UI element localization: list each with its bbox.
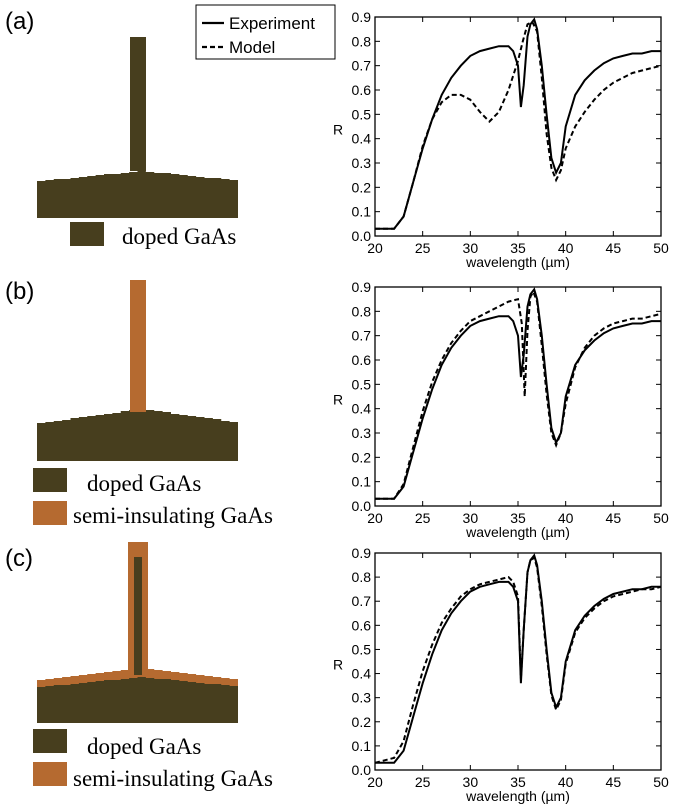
chart-a: 20 25 30 35 40 45 50 0.0 0.1 0.2 0.3 0.4 0.5 0.6 0.7 0.… [333,9,669,270]
substrate-slab [37,677,238,723]
x-tick-label: 25 [415,240,431,256]
x-tick-label: 35 [510,510,526,526]
x-axis-label: wavelength (µm) [465,524,570,540]
x-tick-label: 50 [653,510,669,526]
x-tick-label: 50 [653,240,669,256]
legend-text-doped: doped GaAs [87,471,202,496]
legend-swatch-semi [33,501,67,525]
y-tick-label: 0.8 [352,303,372,319]
y-axis-label: R [333,657,343,673]
legend-swatch-doped [70,222,104,246]
legend-swatch-semi [33,762,67,786]
chart-c: 20 25 30 35 40 45 50 0.0 0.1 0.2 0.3 0.4 0.5 0.6 0.7 0.… [333,545,669,804]
structure-a [37,37,238,218]
y-axis-label: R [333,122,343,138]
y-tick-label: 0.0 [352,228,372,244]
x-tick-label: 35 [510,774,526,790]
legend-swatch-doped [33,468,67,492]
substrate-slab [37,409,238,461]
x-tick-label: 50 [653,774,669,790]
legend-text-doped: doped GaAs [122,224,237,249]
x-tick-label: 40 [558,510,574,526]
y-tick-label: 0.7 [352,328,372,344]
y-tick-label: 0.6 [352,352,372,368]
chart-b: 20 25 30 35 40 45 50 0.0 0.1 0.2 0.3 0.4 0.5 0.6 0.7 0.… [333,279,669,540]
y-tick-label: 0.4 [352,131,372,147]
chart-legend-box [195,4,336,60]
y-tick-label: 0.5 [352,106,372,122]
x-axis-label: wavelength (µm) [465,254,570,270]
series-line-experiment [375,553,661,764]
y-tick-label: 0.9 [352,279,372,295]
y-tick-label: 0.5 [352,641,372,657]
y-tick-label: 0.3 [352,155,372,171]
legend-text-semi: semi-insulating GaAs [73,503,273,528]
legend-text-semi: semi-insulating GaAs [73,766,273,791]
series-line-model [374,556,662,764]
y-tick-label: 0.0 [352,762,372,778]
legend-label: Experiment [229,14,315,33]
y-tick-label: 0.4 [352,666,372,682]
y-tick-label: 0.8 [352,33,372,49]
x-tick-label: 45 [606,240,622,256]
x-tick-label: 20 [367,240,383,256]
x-tick-label: 40 [558,774,574,790]
y-tick-label: 0.2 [352,449,372,465]
y-tick-label: 0.6 [352,82,372,98]
y-tick-label: 0.2 [352,179,372,195]
series-line-model [375,289,662,500]
x-tick-label: 35 [510,240,526,256]
y-tick-label: 0.4 [352,401,372,417]
y-tick-label: 0.6 [352,617,372,633]
y-tick-label: 0.9 [352,545,372,561]
series-line-model [375,20,662,230]
plot-frame [374,16,662,237]
panel-label-c: (c) [5,545,33,572]
panel-label-a: (a) [5,8,35,35]
y-axis-label: R [333,392,343,408]
y-tick-label: 0.7 [352,593,372,609]
y-tick-label: 0.1 [352,204,372,220]
post [130,280,146,412]
post [130,37,146,171]
y-tick-label: 0.2 [352,714,372,730]
chart-legend: Experiment Model [195,4,336,60]
structure-b [37,280,238,461]
substrate-slab [37,171,238,218]
y-tick-label: 0.7 [352,58,372,74]
x-tick-label: 30 [463,240,479,256]
y-tick-label: 0.1 [352,474,372,490]
legend-text-doped: doped GaAs [87,734,202,759]
x-tick-label: 25 [415,774,431,790]
series-line-experiment [375,287,661,500]
plot-frame [374,286,662,507]
y-tick-label: 0.0 [352,498,372,514]
y-tick-label: 0.3 [352,425,372,441]
x-tick-label: 20 [367,774,383,790]
y-tick-label: 0.1 [352,738,372,754]
x-tick-label: 45 [606,774,622,790]
plot-frame [374,552,662,771]
panel-label-b: (b) [5,278,35,305]
x-tick-label: 20 [367,510,383,526]
legend-swatch-doped [33,729,67,753]
y-tick-label: 0.5 [352,376,372,392]
x-axis-label: wavelength (µm) [465,788,570,804]
x-tick-label: 25 [415,510,431,526]
y-tick-label: 0.3 [352,690,372,706]
x-tick-label: 45 [606,510,622,526]
legend-label: Model [229,38,275,57]
y-tick-label: 0.8 [352,569,372,585]
x-tick-label: 40 [558,240,574,256]
post-core [134,557,142,675]
x-tick-label: 30 [463,510,479,526]
x-tick-label: 30 [463,774,479,790]
structure-c [37,542,238,723]
series-line-experiment [375,17,661,230]
y-tick-label: 0.9 [352,9,372,25]
